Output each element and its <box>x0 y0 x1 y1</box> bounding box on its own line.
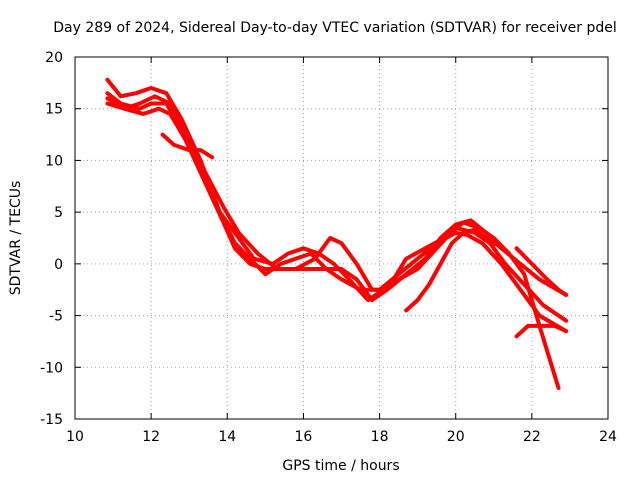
series-line-track-1 <box>105 77 569 334</box>
y-tick-label: 10 <box>45 153 63 169</box>
x-axis-label: GPS time / hours <box>282 458 399 474</box>
y-tick-label: -10 <box>40 360 63 376</box>
y-tick-label: -15 <box>40 412 63 428</box>
series-line-track-4 <box>105 101 561 390</box>
y-tick-label: 5 <box>54 205 63 221</box>
x-tick-label: 24 <box>599 429 617 445</box>
x-tick-label: 14 <box>218 429 236 445</box>
x-tick-label: 10 <box>66 429 84 445</box>
x-tick-label: 20 <box>447 429 465 445</box>
x-tick-label: 12 <box>142 429 160 445</box>
series-line-track-7 <box>514 246 569 297</box>
y-tick-label: 15 <box>45 102 63 118</box>
y-tick-label: 0 <box>54 257 63 273</box>
x-tick-label: 22 <box>523 429 541 445</box>
series-line-track-5 <box>160 132 215 160</box>
y-axis-label: SDTVAR / TECUs <box>8 181 24 296</box>
x-tick-label: 18 <box>371 429 389 445</box>
axis-ticks: 10 12 14 16 18 20 22 24 -15 -10 -5 0 5 10 15 20 <box>40 50 617 445</box>
x-tick-label: 16 <box>295 429 313 445</box>
series-line-track-6 <box>404 227 500 313</box>
plot-frame <box>74 56 609 420</box>
series-line-track-8 <box>514 323 569 339</box>
y-tick-label: 20 <box>45 50 63 66</box>
chart-title: Day 289 of 2024, Sidereal Day-to-day VTE… <box>53 20 617 36</box>
series-group <box>105 77 569 390</box>
y-tick-label: -5 <box>49 309 63 325</box>
